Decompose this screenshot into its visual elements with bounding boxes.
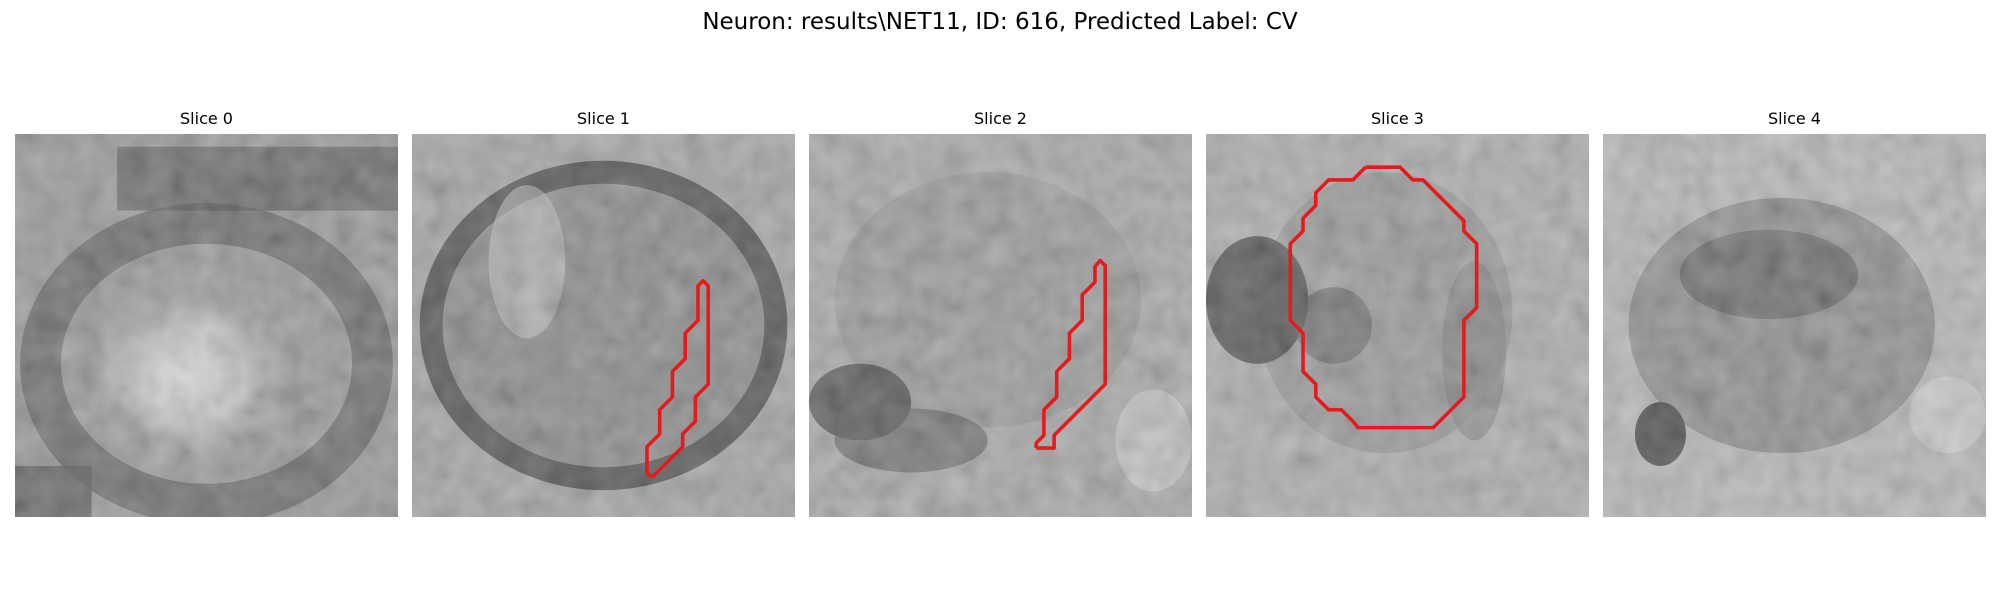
slice-image-0	[15, 134, 398, 517]
slice-title-1: Slice 1	[577, 109, 630, 128]
slice-image-4	[1603, 134, 1986, 517]
slice-panel-0: Slice 0	[15, 107, 398, 522]
slice-title-2: Slice 2	[974, 109, 1027, 128]
slice-title-4: Slice 4	[1768, 109, 1821, 128]
slice-image-3	[1206, 134, 1589, 517]
slice-panel-4: Slice 4	[1603, 107, 1986, 522]
slice-title-0: Slice 0	[180, 109, 233, 128]
slice-panel-3: Slice 3	[1206, 107, 1589, 522]
slice-panel-2: Slice 2	[809, 107, 1192, 522]
segmentation-contour-2	[1034, 258, 1107, 450]
slice-panel-1: Slice 1	[412, 107, 795, 522]
segmentation-contour-3	[1288, 165, 1479, 430]
figure-title: Neuron: results\NET11, ID: 616, Predicte…	[702, 9, 1298, 35]
slice-title-3: Slice 3	[1371, 109, 1424, 128]
slice-image-2	[809, 134, 1192, 517]
slice-image-1	[412, 134, 795, 517]
segmentation-contour-1	[645, 279, 710, 478]
